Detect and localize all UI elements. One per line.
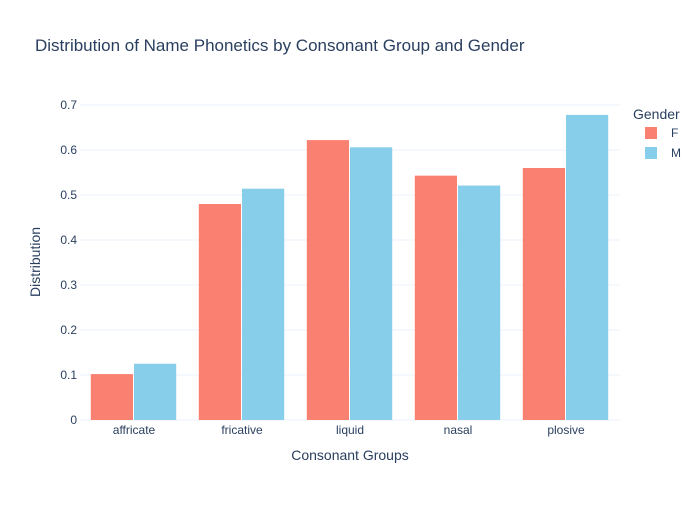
bar-m-nasal[interactable] [458, 185, 501, 420]
legend-swatch [645, 127, 657, 139]
bar-f-fricative[interactable] [198, 204, 241, 420]
bar-f-nasal[interactable] [414, 175, 457, 420]
legend: Gender FM [633, 106, 681, 160]
y-tick-label: 0.7 [60, 98, 77, 112]
bar-m-affricate[interactable] [134, 363, 177, 420]
x-tick-label: liquid [336, 423, 364, 437]
bars [90, 114, 609, 421]
chart-title: Distribution of Name Phonetics by Conson… [35, 36, 525, 55]
x-axis-ticks: affricate fricative liquid nasal plosive [113, 423, 585, 437]
y-tick-label: 0.3 [60, 278, 77, 292]
y-tick-label: 0.2 [60, 323, 77, 337]
bar-f-affricate[interactable] [90, 374, 133, 420]
y-tick-label: 0.6 [60, 143, 77, 157]
legend-item-label: F [671, 126, 678, 140]
x-tick-label: plosive [547, 423, 585, 437]
x-tick-label: nasal [444, 423, 473, 437]
bar-m-fricative[interactable] [242, 188, 285, 420]
legend-title: Gender [633, 106, 680, 122]
y-tick-label: 0 [70, 413, 77, 427]
x-axis-title: Consonant Groups [291, 447, 409, 463]
legend-item-label: M [671, 146, 681, 160]
bar-f-plosive[interactable] [522, 168, 565, 420]
y-tick-label: 0.1 [60, 368, 77, 382]
legend-swatch [645, 147, 657, 159]
bar-m-liquid[interactable] [350, 147, 393, 421]
bar-m-plosive[interactable] [566, 114, 609, 421]
x-tick-label: affricate [113, 423, 156, 437]
x-tick-label: fricative [221, 423, 263, 437]
y-axis-ticks: 0 0.1 0.2 0.3 0.4 0.5 0.6 0.7 [60, 98, 77, 427]
bar-f-liquid[interactable] [306, 140, 349, 420]
y-tick-label: 0.4 [60, 233, 77, 247]
y-axis-title: Distribution [27, 227, 43, 297]
y-tick-label: 0.5 [60, 188, 77, 202]
